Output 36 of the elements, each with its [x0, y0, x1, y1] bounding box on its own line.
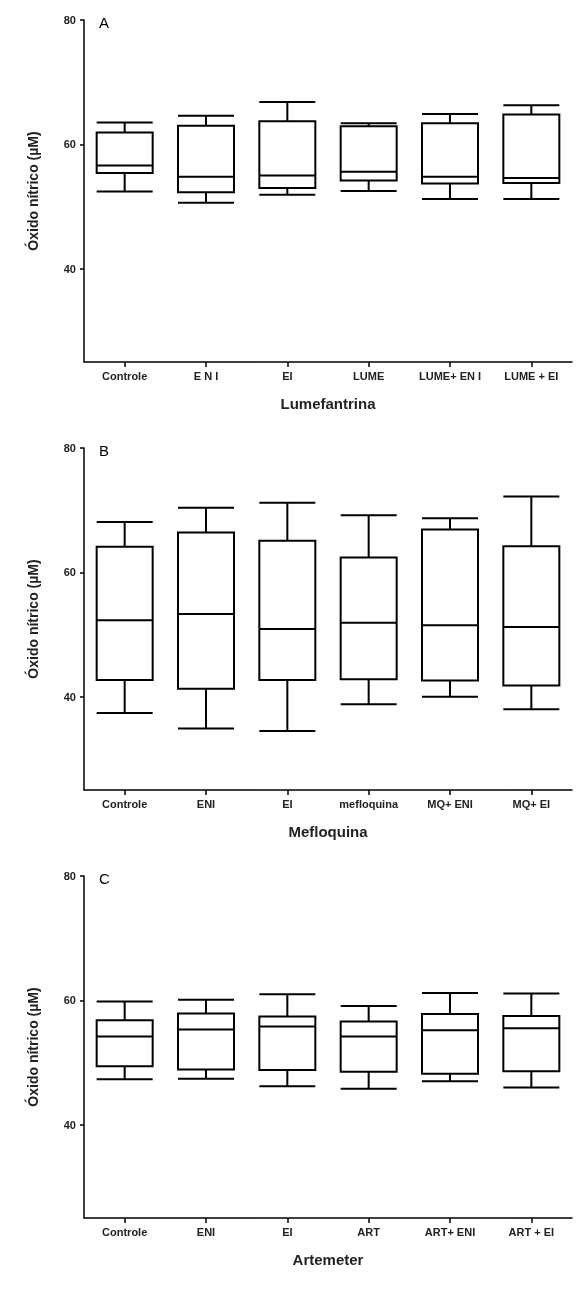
y-tick-label: 60	[63, 566, 76, 579]
x-tick-label: MQ+ ENI	[427, 797, 473, 810]
y-axis-title: Óxido nítrico (µM)	[24, 559, 41, 679]
y-tick-label: 60	[63, 994, 76, 1007]
y-tick-label: 80	[63, 442, 76, 454]
chart-title: C	[99, 870, 110, 887]
x-tick-label: Controle	[102, 1225, 148, 1238]
x-tick-label: E N I	[193, 369, 219, 382]
x-tick-label: LUME+ EN I	[418, 369, 482, 382]
y-tick-label: 60	[63, 138, 76, 151]
x-tick-label: mefloquina	[339, 797, 399, 810]
y-tick-label: 40	[63, 1118, 76, 1131]
y-tick-label: 40	[63, 262, 76, 275]
y-tick-label: 80	[63, 870, 76, 882]
x-axis-title: Lumefantrina	[280, 395, 377, 412]
chart-title: B	[99, 442, 110, 459]
x-tick-label: EI	[282, 1225, 293, 1238]
x-tick-label: ART+ ENI	[424, 1225, 476, 1238]
x-tick-label: ENI	[196, 797, 216, 810]
x-tick-label: LUME	[353, 369, 385, 382]
x-tick-label: LUME + EI	[504, 369, 559, 382]
y-tick-label: 80	[63, 14, 76, 26]
x-tick-label: EI	[282, 369, 293, 382]
x-tick-label: Controle	[102, 797, 148, 810]
y-axis-title: Óxido nítrico (µM)	[24, 987, 41, 1107]
x-tick-label: ART	[357, 1225, 381, 1238]
x-tick-label: ENI	[196, 1225, 216, 1238]
y-tick-label: 40	[63, 690, 76, 703]
x-tick-label: MQ+ EI	[512, 797, 551, 810]
x-axis-title: Artemeter	[292, 1251, 364, 1268]
x-tick-label: ART + EI	[508, 1225, 555, 1238]
x-tick-label: EI	[282, 797, 293, 810]
x-axis-title: Mefloquina	[288, 823, 369, 840]
y-axis-title: Óxido nítrico (µM)	[24, 131, 41, 251]
x-tick-label: Controle	[102, 369, 148, 382]
chart-title: A	[99, 14, 110, 31]
